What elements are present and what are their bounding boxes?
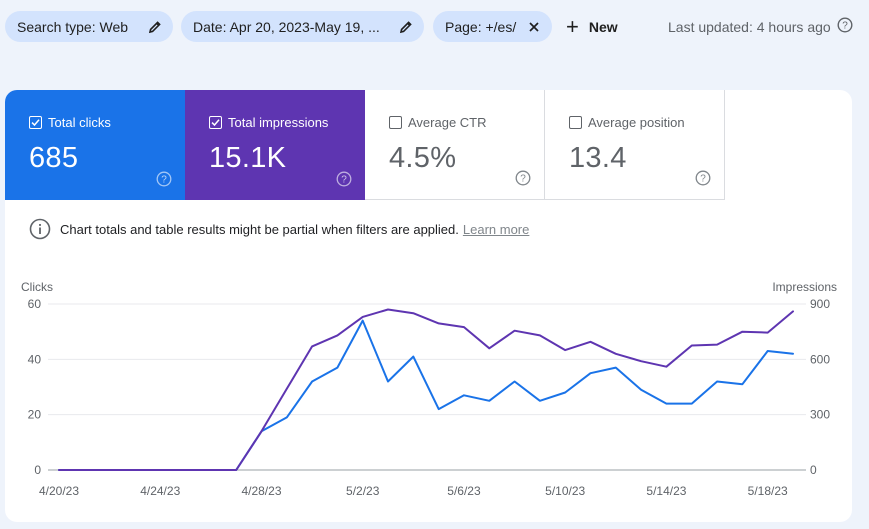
svg-text:?: ? [700,174,706,185]
y-axis-title-impressions: Impressions [772,280,837,294]
last-updated: Last updated: 4 hours ago ? [668,11,853,42]
help-icon[interactable]: ? [336,171,352,187]
filter-chip-label: Date: Apr 20, 2023-May 19, ... [193,18,380,35]
metric-total-clicks[interactable]: Total clicks 685 ? [5,90,185,200]
y-tick-label-right: 900 [810,297,830,311]
metric-label-row: Average CTR [389,114,544,130]
filter-chip-label: Search type: Web [17,18,129,35]
filter-chip-label: Page: +/es/ [445,18,517,35]
series-line-impressions [58,308,794,471]
close-icon[interactable] [526,19,542,35]
performance-chart: Clicks Impressions 60 900 40 600 20 300 0 0 4/20/2… [21,280,837,498]
y-tick-label-left: 60 [28,297,42,311]
y-tick-label-right: 600 [810,352,830,366]
svg-text:?: ? [520,174,526,185]
svg-text:?: ? [341,175,347,186]
help-icon[interactable]: ? [515,170,531,186]
metric-label-row: Average position [569,114,724,130]
x-tick-label: 4/20/23 [39,484,79,498]
checkbox-checked-icon[interactable] [209,115,222,129]
metric-average-position[interactable]: Average position 13.4 ? [545,90,725,200]
x-tick-label: 4/24/23 [140,484,180,498]
metric-label: Total clicks [48,114,111,130]
x-tick-label: 5/18/23 [748,484,788,498]
y-tick-label-right: 0 [810,463,817,477]
pencil-icon[interactable] [398,19,414,35]
x-tick-label: 5/2/23 [346,484,380,498]
checkbox-checked-icon[interactable] [29,115,42,129]
plus-icon: + [566,13,579,39]
filter-chip-page[interactable]: Page: +/es/ [433,11,552,42]
metric-value: 13.4 [569,142,627,174]
info-icon [29,218,51,240]
notice-text: Chart totals and table results might be … [60,221,459,237]
y-tick-label-left: 20 [28,408,42,422]
metric-value: 15.1K [209,142,287,174]
partial-data-notice: Chart totals and table results might be … [29,218,529,240]
y-axis-title-clicks: Clicks [21,280,53,294]
metric-value: 685 [29,142,79,174]
help-icon[interactable]: ? [695,170,711,186]
svg-text:?: ? [161,175,167,186]
metric-label: Total impressions [228,114,329,130]
metric-value: 4.5% [389,142,457,174]
filter-bar: Search type: Web Date: Apr 20, 2023-May … [0,0,869,52]
metric-label-row: Total impressions [209,114,365,130]
metric-average-ctr[interactable]: Average CTR 4.5% ? [365,90,545,200]
last-updated-text: Last updated: 4 hours ago [668,18,831,35]
svg-text:?: ? [842,21,848,32]
x-tick-label: 4/28/23 [241,484,281,498]
metric-label: Average position [588,114,685,130]
help-icon[interactable]: ? [156,171,172,187]
checkbox-unchecked-icon[interactable] [569,115,582,129]
pencil-icon[interactable] [147,19,163,35]
learn-more-link[interactable]: Learn more [462,221,530,237]
new-filter-button[interactable]: + New [566,11,618,42]
filter-chip-search-type[interactable]: Search type: Web [5,11,173,42]
x-tick-label: 5/6/23 [447,484,481,498]
metric-label-row: Total clicks [29,114,185,130]
help-icon[interactable]: ? [837,17,853,36]
x-tick-label: 5/14/23 [646,484,686,498]
x-tick-label: 5/10/23 [545,484,585,498]
y-tick-label-right: 300 [810,408,830,422]
metric-total-impressions[interactable]: Total impressions 15.1K ? [185,90,365,200]
new-filter-label: New [588,18,618,35]
checkbox-unchecked-icon[interactable] [389,115,402,129]
performance-card: Total clicks 685 ? Total impressions 15.… [5,90,852,522]
y-tick-label-left: 40 [28,352,42,366]
metric-label: Average CTR [408,114,487,130]
series-line-clicks [58,319,794,471]
filter-chip-date[interactable]: Date: Apr 20, 2023-May 19, ... [181,11,424,42]
y-tick-label-left: 0 [34,463,41,477]
